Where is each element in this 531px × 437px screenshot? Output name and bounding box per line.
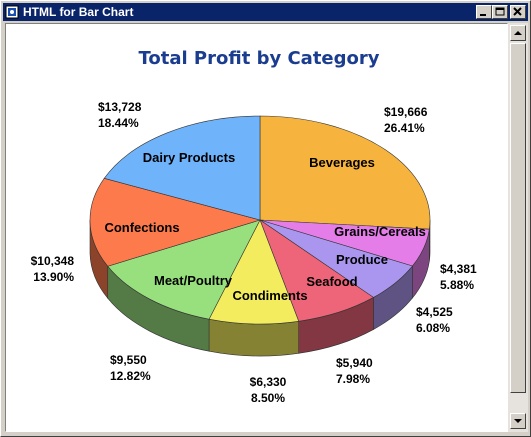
value-label-6: $10,348 (31, 254, 75, 268)
slice-label-1: Grains/Cereals (334, 224, 426, 239)
scroll-up-button[interactable] (510, 25, 526, 41)
pie-top-group (89, 115, 431, 325)
arrow-down-icon (514, 419, 522, 423)
slice-label-3: Seafood (306, 274, 357, 289)
pie-slice-6[interactable] (89, 177, 262, 267)
pie-slice-7[interactable] (103, 115, 261, 221)
percent-label-3: 7.98% (336, 372, 370, 386)
slice-label-7: Dairy Products (143, 150, 235, 165)
title-bar[interactable]: HTML for Bar Chart (3, 3, 528, 21)
pie-slice-4[interactable] (208, 219, 300, 325)
close-icon (513, 7, 522, 16)
percent-label-5: 12.82% (110, 369, 151, 383)
slice-label-4: Condiments (232, 288, 307, 303)
chart-area: Total Profit by Category Beverages $19,66… (5, 23, 508, 432)
value-label-4: $6,330 (250, 375, 287, 389)
percent-label-0: 26.41% (384, 121, 425, 135)
value-label-3: $5,940 (336, 356, 373, 370)
scroll-thumb[interactable] (510, 43, 526, 393)
slice-label-5: Meat/Poultry (154, 273, 233, 288)
percent-label-7: 18.44% (98, 116, 139, 130)
app-icon[interactable] (5, 5, 19, 19)
slice-label-0: Beverages (309, 155, 375, 170)
pie-slice-5[interactable] (107, 219, 261, 320)
window-title: HTML for Bar Chart (23, 5, 134, 19)
maximize-icon (495, 7, 505, 16)
value-label-7: $13,728 (98, 100, 142, 114)
pie-label-group: Beverages $19,666 26.41% Grains/Cereals $4,3… (31, 100, 477, 405)
value-label-0: $19,666 (384, 105, 428, 119)
value-label-2: $4,525 (416, 305, 453, 319)
vertical-scrollbar[interactable] (508, 23, 528, 432)
value-label-5: $9,550 (110, 353, 147, 367)
percent-label-4: 8.50% (251, 391, 285, 405)
slice-label-2: Produce (336, 252, 388, 267)
pie-slice-0[interactable] (259, 115, 431, 230)
pie-side-4 (208, 318, 300, 357)
value-label-1: $4,381 (440, 262, 477, 276)
percent-label-2: 6.08% (416, 321, 450, 335)
scroll-down-button[interactable] (510, 413, 526, 429)
slice-label-6: Confections (104, 220, 179, 235)
maximize-button[interactable] (492, 5, 508, 19)
percent-label-6: 13.90% (33, 270, 74, 284)
close-button[interactable] (510, 5, 526, 19)
minimize-button[interactable] (476, 5, 492, 19)
pie-chart: Total Profit by Category Beverages $19,66… (31, 48, 477, 405)
chart-title: Total Profit by Category (138, 48, 379, 69)
arrow-up-icon (514, 31, 522, 35)
percent-label-1: 5.88% (440, 278, 474, 292)
minimize-icon (480, 14, 486, 16)
